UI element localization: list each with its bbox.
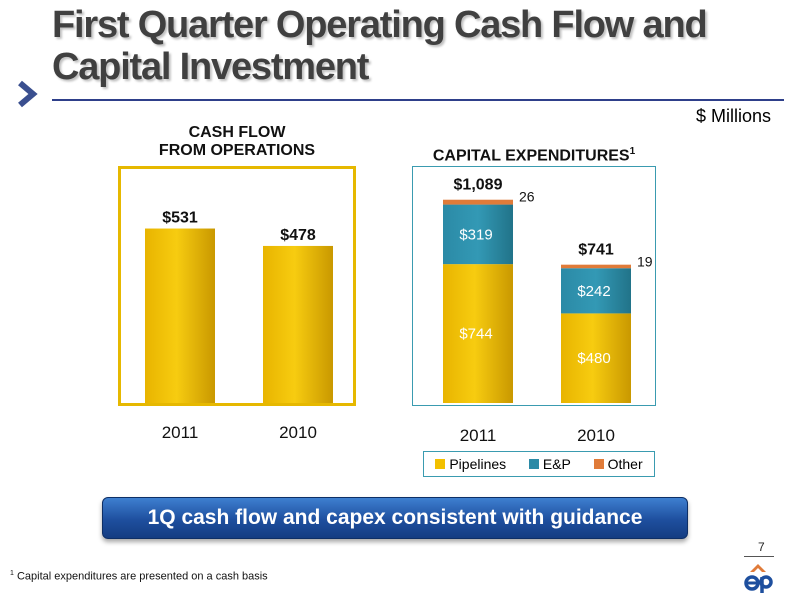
capex-tick-2011: 2011	[460, 426, 497, 445]
capex-title-text: CAPITAL EXPENDITURES	[432, 147, 630, 165]
capex-segment-other-2010	[561, 264, 631, 269]
footnote-marker: 1	[10, 570, 14, 577]
capex-segment-label-ep-2011: $319	[459, 226, 492, 243]
title-rule	[52, 99, 784, 101]
legend-swatch-other	[593, 459, 604, 469]
page-number: 7	[758, 540, 765, 554]
footnote: 1 Capital expenditures are presented on …	[10, 570, 268, 583]
legend-label-pipelines: Pipelines	[449, 456, 507, 472]
page-title: First Quarter Operating Cash Flow and Ca…	[52, 4, 708, 88]
capex-title: CAPITAL EXPENDITURES1	[412, 143, 656, 165]
chevron-right-icon	[18, 80, 38, 108]
cash-flow-title-line2: FROM OPERATIONS	[158, 142, 316, 159]
cash-flow-value-label-2010: $478	[280, 227, 316, 244]
capex-total-label-2010: $741	[578, 242, 614, 259]
cash-flow-title: CASH FLOW FROM OPERATIONS	[118, 124, 356, 160]
capex-tick-2010: 2010	[577, 426, 615, 445]
cash-flow-frame	[118, 166, 356, 406]
capex-segment-pipelines-2010	[561, 313, 631, 403]
legend-label-other: Other	[607, 456, 643, 472]
capex-segment-label-ep-2010: $242	[577, 283, 610, 300]
legend-swatch-pipelines	[435, 459, 446, 469]
capex-segment-other-2011	[443, 199, 513, 205]
guidance-banner: 1Q cash flow and capex consistent with g…	[102, 497, 688, 539]
legend-item-pipelines: Pipelines	[435, 456, 506, 472]
capex-segment-ep-2010	[561, 268, 631, 314]
capex-segment-ep-2011	[443, 204, 513, 265]
legend-label-ep: E&P	[542, 456, 571, 472]
ep-logo-icon	[744, 564, 773, 593]
capex-legend: Pipelines E&P Other	[423, 451, 655, 477]
capex-segment-pipelines-2011	[443, 264, 513, 403]
capex-total-label-2011: $1,089	[454, 177, 503, 194]
capex-segment-label-pipelines-2010: $480	[577, 350, 610, 367]
cash-flow-value-label-2011: $531	[162, 210, 198, 227]
footnote-text: Capital expenditures are presented on a …	[16, 570, 268, 583]
cash-flow-bar-2011	[145, 228, 215, 403]
cash-flow-title-line1: CASH FLOW	[188, 124, 286, 141]
page-number-rule	[744, 556, 774, 557]
cash-flow-tick-2010: 2010	[279, 423, 317, 442]
legend-item-ep: E&P	[528, 456, 571, 472]
legend-swatch-ep	[528, 459, 539, 469]
capex-frame	[412, 166, 656, 406]
capex-segment-label-other-2011: 26	[519, 189, 535, 205]
cash-flow-bar-2010	[263, 245, 333, 403]
cash-flow-tick-2011: 2011	[162, 423, 199, 442]
capex-segment-label-other-2010: 19	[637, 254, 653, 270]
capex-title-footnote-marker: 1	[629, 146, 636, 157]
units-label: $ Millions	[696, 106, 772, 126]
capex-segment-label-pipelines-2011: $744	[459, 326, 492, 343]
legend-item-other: Other	[593, 456, 643, 472]
